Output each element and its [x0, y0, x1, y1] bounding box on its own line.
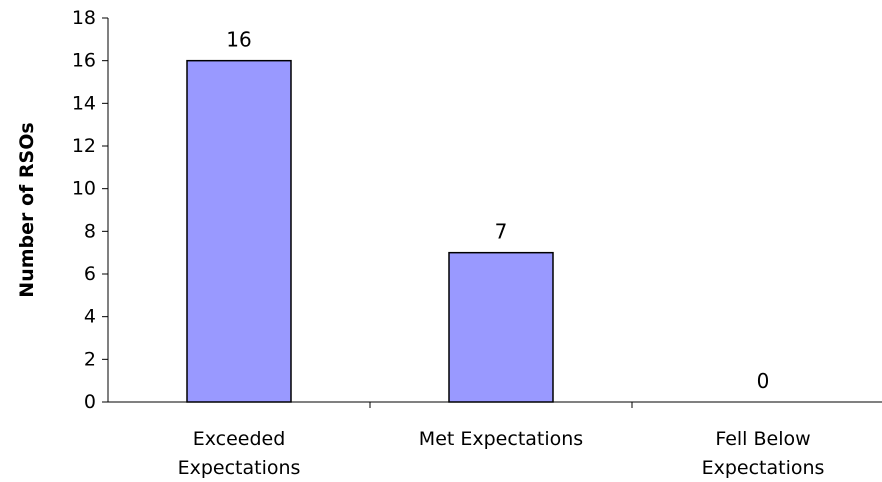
bar — [186, 59, 292, 403]
x-category-label: Met Expectations — [419, 428, 583, 450]
y-tick-label: 4 — [84, 306, 96, 328]
x-category-label: Exceeded Expectations — [178, 428, 301, 479]
bars — [186, 59, 554, 403]
bar-value-label: 7 — [495, 220, 508, 244]
bar — [448, 251, 554, 403]
bar-value-label: 16 — [226, 28, 251, 52]
y-tick-label: 6 — [84, 263, 96, 285]
y-tick-label: 10 — [72, 178, 96, 200]
y-tick-label: 8 — [84, 220, 96, 242]
y-tick-label: 18 — [72, 7, 96, 29]
labels: 16 Exceeded Expectations 7 Met Expectations 0… — [178, 28, 825, 479]
y-tick-label: 12 — [72, 135, 96, 157]
y-tick-label: 14 — [72, 92, 96, 114]
y-tick-label: 2 — [84, 348, 96, 370]
x-category-label: Fell Below Expectations — [702, 428, 825, 479]
y-tick-label: 16 — [72, 50, 96, 72]
bar-value-label: 0 — [757, 369, 770, 393]
y-axis-title-wrap: Number of RSOs — [16, 122, 38, 297]
y-tick-label: 0 — [84, 391, 96, 413]
y-axis-title: Number of RSOs — [16, 122, 38, 297]
